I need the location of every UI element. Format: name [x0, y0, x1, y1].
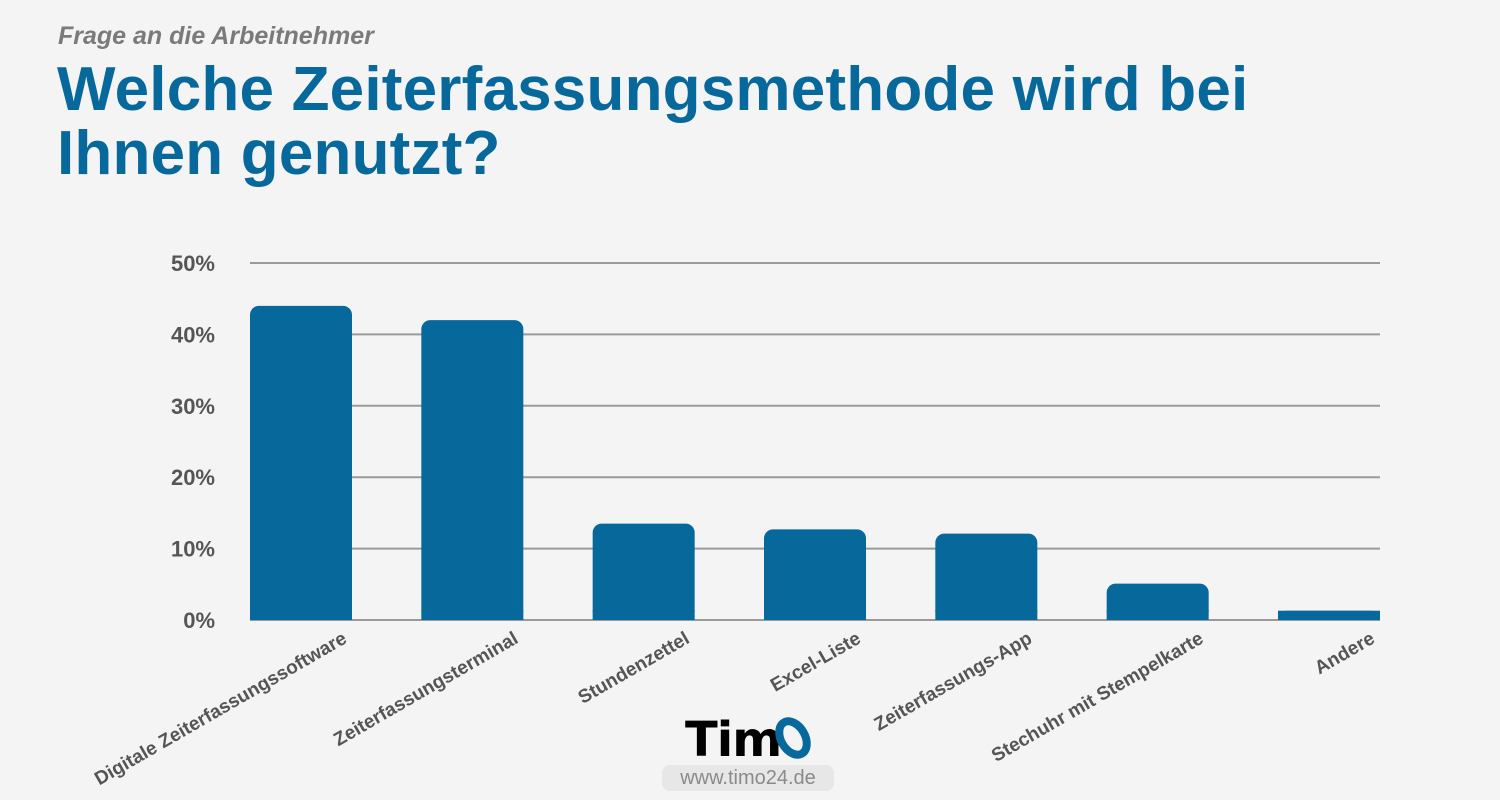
x-tick-label: Zeiterfassungs-App	[871, 628, 1036, 735]
x-tick-label: Zeiterfassungsterminal	[330, 628, 522, 751]
bar-base	[250, 610, 352, 620]
bar-base	[935, 610, 1038, 620]
y-tick-label: 0%	[183, 608, 215, 633]
y-tick-label: 40%	[171, 322, 215, 347]
bar	[421, 320, 524, 620]
bar-base	[1106, 610, 1209, 620]
y-tick-label: 50%	[171, 251, 215, 276]
bar	[250, 305, 352, 620]
chart-title: Welche Zeiterfassungsmethode wird bei Ih…	[57, 55, 1249, 188]
x-tick-label: Andere	[1311, 628, 1378, 679]
y-tick-label: 20%	[171, 465, 215, 490]
bar-base	[764, 610, 866, 620]
bar-base	[421, 610, 524, 620]
bar-base	[592, 610, 695, 620]
y-tick-label: 10%	[171, 537, 215, 562]
bar	[592, 523, 695, 620]
logo-text: Tim	[685, 712, 781, 766]
y-tick-label: 30%	[171, 394, 215, 419]
x-tick-label: Excel-Liste	[767, 628, 864, 696]
kicker-text: Frage an die Arbeitnehmer	[58, 22, 374, 50]
bar	[935, 533, 1038, 620]
logo-o-mark	[775, 717, 811, 759]
timo-logo: Tim	[685, 712, 811, 766]
x-tick-label: Digitale Zeiterfassungssoftware	[91, 628, 350, 790]
website-link[interactable]: www.timo24.de	[662, 765, 834, 791]
bar	[764, 529, 866, 620]
x-tick-label: Stundenzettel	[575, 628, 693, 708]
bar-base	[1278, 610, 1380, 620]
